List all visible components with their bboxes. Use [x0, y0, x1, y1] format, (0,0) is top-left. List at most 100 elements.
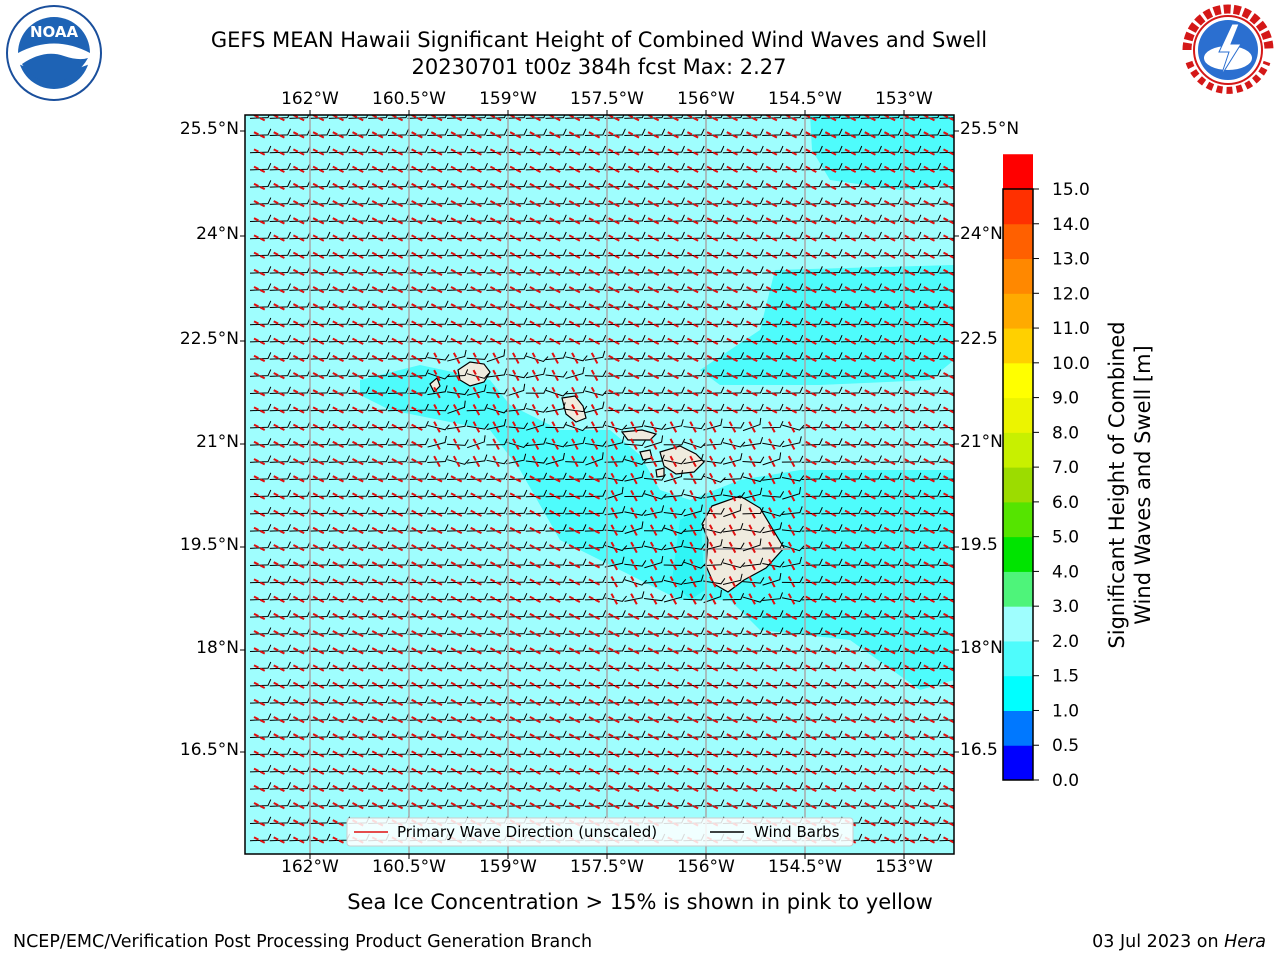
wave-direction-arrow [765, 612, 779, 621]
wind-barb [269, 575, 291, 584]
wind-barb [565, 162, 587, 171]
wave-direction-arrow [610, 524, 619, 538]
wind-barb [880, 162, 902, 171]
wave-direction-arrow [864, 630, 878, 638]
wind-barb [525, 197, 548, 205]
wave-direction-arrow [273, 389, 287, 398]
wind-barb [801, 162, 823, 171]
wave-direction-arrow [489, 647, 503, 656]
wave-direction-arrow [332, 200, 346, 208]
wind-barb [368, 747, 390, 756]
wind-barb [506, 453, 527, 465]
wind-barb [249, 334, 272, 343]
wind-barb [880, 231, 902, 240]
wave-direction-arrow [489, 595, 503, 604]
wind-barb [545, 592, 567, 601]
wind-barb [683, 300, 705, 309]
wave-direction-arrow [253, 389, 267, 398]
wave-direction-arrow [903, 372, 917, 380]
wave-direction-arrow [568, 595, 582, 604]
wind-barb [624, 248, 646, 257]
wave-direction-arrow [709, 421, 718, 434]
wind-barb [446, 558, 469, 567]
wind-barb [683, 197, 705, 205]
wind-barb [269, 386, 291, 395]
wind-barb [821, 248, 843, 257]
wave-direction-arrow [352, 630, 365, 638]
wave-direction-arrow [805, 458, 819, 466]
wind-barb [387, 627, 410, 635]
wind-barb [407, 420, 429, 429]
wind-barb [703, 214, 725, 223]
wave-direction-arrow [253, 492, 267, 501]
wind-barb [742, 162, 764, 171]
wave-direction-arrow [411, 733, 425, 742]
wave-direction-arrow [588, 595, 602, 604]
wave-direction-arrow [748, 558, 757, 572]
wave-direction-arrow [667, 647, 681, 656]
wind-barb [387, 489, 410, 498]
wind-barb [486, 799, 508, 807]
wave-direction-arrow [746, 372, 759, 380]
wave-direction-arrow [805, 440, 819, 449]
wave-direction-arrow [352, 578, 365, 587]
wave-direction-arrow [273, 337, 287, 346]
wave-direction-arrow [805, 234, 819, 243]
wave-direction-arrow [371, 475, 385, 484]
wind-barb [565, 214, 587, 223]
wind-barb [683, 128, 705, 137]
wave-direction-arrow [371, 750, 385, 759]
wind-barb [545, 489, 567, 498]
wind-barb [269, 524, 291, 532]
wave-direction-arrow [608, 612, 622, 621]
wave-direction-arrow [253, 784, 267, 793]
wind-barb [506, 696, 528, 704]
wave-direction-arrow [824, 784, 838, 793]
wave-direction-arrow [411, 561, 425, 570]
wind-barb [466, 317, 488, 326]
wave-direction-arrow [529, 767, 543, 776]
wind-barb [328, 128, 351, 137]
wind-barb [387, 524, 410, 532]
wind-barb [939, 369, 954, 377]
wind-barb [939, 644, 954, 653]
wave-direction-arrow [430, 320, 444, 329]
wind-barb [781, 115, 804, 119]
wave-direction-arrow [686, 698, 700, 707]
wave-direction-arrow [787, 524, 796, 538]
wave-direction-arrow [923, 389, 937, 398]
wind-barb [328, 386, 351, 395]
wave-direction-arrow [253, 320, 267, 329]
wave-direction-arrow [785, 630, 799, 638]
wind-barb [269, 506, 291, 515]
wind-barb [565, 145, 587, 154]
wind-barb [781, 162, 804, 171]
wave-direction-arrow [864, 320, 878, 329]
wave-direction-arrow [864, 131, 878, 140]
wind-barb [407, 300, 429, 309]
wind-barb [427, 214, 449, 223]
wind-barb [801, 403, 823, 412]
wind-barb [466, 266, 488, 274]
wave-direction-arrow [844, 389, 858, 398]
wave-direction-arrow [669, 455, 678, 469]
wave-direction-arrow [568, 131, 582, 140]
wind-barb [840, 541, 863, 549]
wind-barb [781, 525, 804, 533]
wind-barb [604, 283, 626, 291]
wind-barb [269, 541, 291, 549]
wave-direction-arrow [787, 576, 796, 589]
wind-barb [249, 369, 272, 377]
wave-direction-arrow [844, 251, 858, 260]
wind-barb [466, 162, 488, 171]
map-legend: Primary Wave Direction (unscaled) Wind B… [346, 817, 854, 847]
wave-direction-arrow [923, 286, 937, 294]
wind-barb [781, 678, 804, 687]
wind-barb [900, 472, 922, 481]
wave-direction-arrow [746, 698, 759, 707]
wave-direction-arrow [391, 320, 405, 329]
wave-direction-arrow [883, 148, 897, 157]
wind-barb [387, 506, 410, 515]
wind-barb [525, 317, 548, 326]
wave-direction-arrow [568, 337, 582, 346]
